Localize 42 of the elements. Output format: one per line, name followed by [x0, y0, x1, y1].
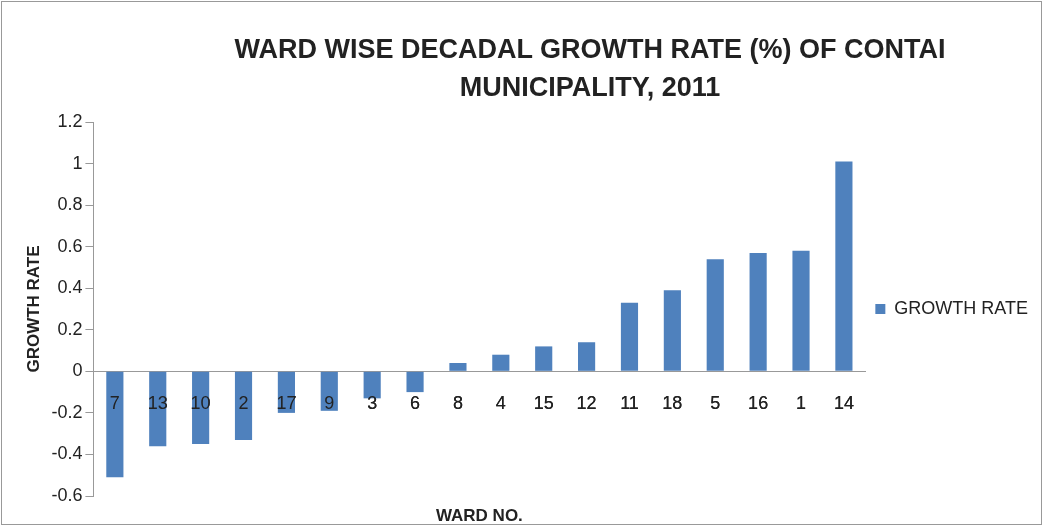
bar — [449, 363, 467, 371]
x-tick-label: 16 — [748, 393, 769, 414]
x-tick-label: 15 — [533, 393, 554, 414]
x-tick-label: 12 — [576, 393, 597, 414]
bar — [792, 250, 810, 371]
bar — [706, 259, 724, 371]
x-tick-label: 3 — [367, 393, 378, 414]
x-tick-label: 18 — [662, 393, 683, 414]
y-tick-label: 0.6 — [57, 235, 83, 256]
x-tick-label: 4 — [495, 393, 506, 414]
bar — [535, 346, 553, 371]
bar — [835, 161, 853, 371]
y-axis-title: GROWTH RATE — [23, 245, 43, 373]
y-tick-label: 1.2 — [57, 110, 83, 131]
y-tick-label: 0.2 — [57, 318, 83, 339]
y-tick-label: -0.4 — [51, 443, 83, 464]
bar — [492, 354, 510, 371]
x-tick-label: 5 — [710, 393, 721, 414]
y-tick-label: -0.6 — [51, 484, 83, 505]
x-tick-label: 9 — [324, 393, 335, 414]
x-tick-label: 6 — [410, 393, 421, 414]
bar — [578, 342, 596, 371]
y-tick-label: 0.8 — [57, 194, 83, 215]
legend-label: GROWTH RATE — [894, 297, 1028, 318]
bar — [663, 290, 681, 371]
x-axis-title: WARD NO. — [435, 505, 523, 525]
chart-title: WARD WISE DECADAL GROWTH RATE (%) OF CONTAI MUNICIPALITY, 2011 — [233, 33, 947, 104]
y-tick-label: 0.4 — [57, 277, 83, 298]
x-tick-label: 2 — [238, 393, 249, 414]
x-tick-label: 14 — [833, 393, 854, 414]
bar — [234, 371, 253, 440]
bar — [620, 302, 639, 371]
bar — [749, 252, 767, 371]
bar — [106, 371, 124, 478]
x-tick-label: 1 — [796, 393, 807, 414]
y-tick-label: -0.2 — [51, 401, 83, 422]
y-tick-label: 0 — [72, 360, 83, 381]
y-tick-label: 1 — [72, 152, 83, 173]
x-tick-label: 7 — [109, 393, 120, 414]
x-tick-label: 8 — [452, 393, 463, 414]
bar — [406, 371, 424, 393]
x-tick-label: 11 — [620, 393, 639, 414]
